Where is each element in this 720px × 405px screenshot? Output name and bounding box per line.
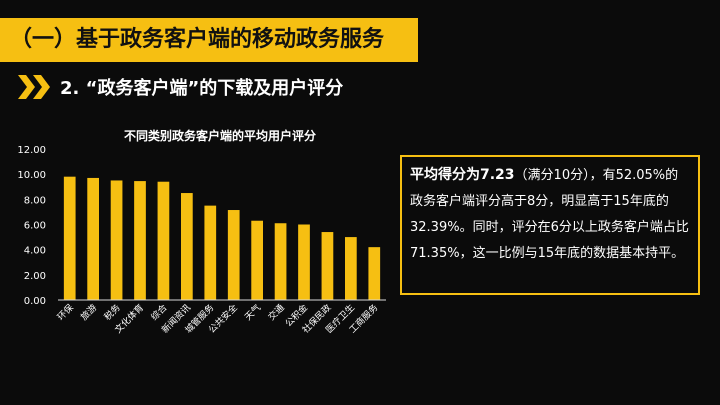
summary-textbox: 平均得分为7.23（满分10分），有52.05%的政务客户端评分高于8分，明显高… bbox=[400, 155, 700, 295]
section-title: （一）基于政务客户端的移动政务服务 bbox=[10, 27, 385, 52]
bar bbox=[134, 181, 146, 300]
x-tick-label: 交通 bbox=[265, 302, 286, 323]
bar bbox=[157, 181, 170, 300]
bar bbox=[274, 223, 287, 300]
bar bbox=[227, 210, 240, 300]
bar bbox=[63, 176, 76, 300]
section-title-banner: （一）基于政务客户端的移动政务服务 bbox=[0, 18, 418, 62]
subheading: 2. “政务客户端”的下载及用户评分 bbox=[18, 74, 343, 100]
y-tick-label: 6.00 bbox=[24, 221, 46, 232]
summary-body: （满分10分），有52.05%的政务客户端评分高于8分，明显高于15年底的32.… bbox=[410, 168, 689, 261]
bar bbox=[345, 237, 357, 300]
y-tick-label: 12.00 bbox=[17, 145, 46, 156]
bar bbox=[321, 232, 334, 300]
bar bbox=[87, 177, 99, 300]
x-tick-label: 综合 bbox=[148, 302, 169, 323]
summary-lead: 平均得分为7.23 bbox=[410, 167, 515, 183]
bar bbox=[204, 205, 217, 300]
double-chevron-right-icon bbox=[18, 75, 50, 99]
y-tick-label: 8.00 bbox=[24, 195, 46, 206]
y-tick-label: 10.00 bbox=[17, 170, 46, 181]
bar bbox=[181, 193, 193, 300]
x-tick-label: 旅游 bbox=[78, 302, 99, 323]
bar-chart: 不同类别政务客户端的平均用户评分 0.00 2.00 4.00 6.00 8.00 10.… bbox=[17, 128, 386, 336]
y-tick-label: 0.00 bbox=[24, 296, 46, 307]
subheading-text: 2. “政务客户端”的下载及用户评分 bbox=[60, 78, 344, 99]
chart-title: 不同类别政务客户端的平均用户评分 bbox=[124, 128, 316, 143]
y-tick-label: 4.00 bbox=[24, 246, 46, 257]
x-tick-label: 税务 bbox=[101, 302, 122, 323]
bar bbox=[251, 220, 263, 300]
bar bbox=[110, 180, 123, 300]
x-tick-label: 环保 bbox=[55, 302, 76, 323]
bar bbox=[368, 247, 381, 300]
y-tick-label: 2.00 bbox=[24, 271, 46, 282]
x-tick-label: 天气 bbox=[242, 302, 263, 323]
bar bbox=[298, 224, 310, 300]
